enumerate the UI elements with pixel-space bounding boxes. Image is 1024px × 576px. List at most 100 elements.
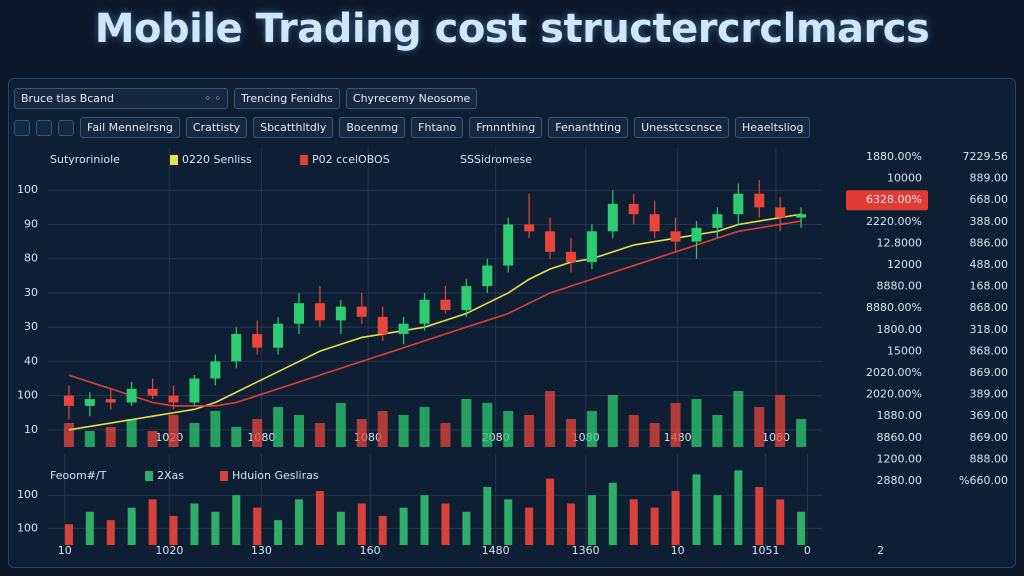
price-label: 7229.56 [963, 150, 1009, 163]
candle-body [398, 323, 409, 335]
volume-bar [607, 395, 618, 447]
volume-bar [524, 415, 535, 447]
volume-bar [754, 407, 765, 447]
x-tick-label: 1360 [572, 544, 600, 557]
volume-bar [483, 486, 492, 545]
candle-body [461, 286, 472, 311]
volume-bar [503, 411, 514, 447]
price-label: 318.00 [970, 323, 1009, 336]
toolbar-button[interactable]: Frnnnthing [469, 117, 543, 138]
volume-bar [314, 423, 325, 447]
x-tick-label: 0 [804, 544, 811, 557]
volume-bar [211, 511, 220, 545]
legend-swatch [145, 471, 153, 481]
volume-bar [232, 495, 241, 545]
page-title: Mobile Trading cost structercrclmarcs [94, 6, 930, 52]
tool-icon[interactable] [14, 119, 30, 136]
volume-bar [169, 515, 178, 545]
search-box[interactable]: Bruce tlas Bcand ◦ ◦ [14, 88, 228, 109]
chart-annotation: SSSidromese [460, 153, 532, 166]
toolbar-button[interactable]: Bocenmg [339, 117, 406, 138]
price-label: 1200.00 [877, 452, 923, 465]
candle-body [126, 388, 137, 403]
volume-bar [84, 431, 95, 447]
price-label: %660.00 [959, 474, 1008, 487]
legend-label: 2Xas [157, 469, 184, 482]
volume-bar [441, 503, 450, 545]
toolbar-button[interactable]: Sbcatthltdly [253, 117, 334, 138]
volume-bar [650, 507, 659, 545]
toolbar-button[interactable]: Heaeltsliog [735, 117, 811, 138]
volume-bar [126, 419, 137, 447]
x-tick-label: 10 [671, 544, 685, 557]
y-tick-label: 80 [24, 252, 38, 265]
toolbar-button[interactable]: Fhtano [411, 117, 464, 138]
candle-body [628, 203, 639, 215]
candle-body [84, 399, 95, 406]
y-tick-label: 30 [24, 286, 38, 299]
volume-bar [315, 491, 324, 545]
candle-body [210, 361, 221, 379]
candle-body [545, 231, 556, 252]
toolbar-button[interactable]: Fenanthting [548, 117, 629, 138]
toolbar-button[interactable]: Fail Mennelrsng [80, 117, 180, 138]
price-label: 389.00 [970, 388, 1009, 401]
volume-bar [692, 474, 701, 545]
volume-bar [712, 415, 723, 447]
y-tick-label: 100 [17, 521, 38, 534]
price-label: 8880.00% [866, 301, 922, 314]
x-tick-label: 1051 [752, 544, 780, 557]
price-label: 886.00 [970, 236, 1009, 249]
volume-bar [587, 495, 596, 545]
volume-bar [127, 507, 136, 545]
tab[interactable]: Trencing Fenidhs [234, 88, 340, 109]
volume-bar [106, 520, 115, 545]
candle-body [733, 193, 744, 215]
volume-bar [504, 499, 513, 545]
price-label: 6328.00% [866, 193, 922, 206]
volume-bar [210, 411, 221, 447]
price-label: 868.00 [970, 344, 1009, 357]
volume-bar [461, 399, 472, 447]
price-label: 889.00 [970, 172, 1009, 185]
volume-bar [420, 495, 429, 545]
candle-body [335, 306, 346, 321]
candle-body [189, 378, 200, 403]
volume-bar [274, 520, 283, 545]
candle-body [712, 214, 723, 228]
y-tick-label: 40 [24, 354, 38, 367]
y-tick-label: 10 [24, 423, 38, 436]
moving-average-line [68, 220, 802, 407]
candle-body [231, 334, 242, 362]
price-label: 869.00 [970, 431, 1009, 444]
volume-bar [189, 423, 200, 447]
volume-bar [482, 403, 493, 447]
candle-body [63, 395, 74, 406]
candle-body [294, 303, 305, 324]
volume-bar [629, 499, 638, 545]
toolbar-button[interactable]: Crattisty [185, 117, 248, 138]
candle-body [607, 203, 618, 232]
tool-icon[interactable] [58, 119, 74, 136]
volume-bar [566, 503, 575, 545]
candle-body [440, 299, 451, 311]
price-label: 8860.00 [877, 431, 923, 444]
tool-icon[interactable] [36, 119, 52, 136]
candle-body [670, 231, 681, 242]
volume-bar [398, 415, 409, 447]
price-label: 1880.00 [877, 409, 923, 422]
x-tick-label: 1480 [482, 544, 510, 557]
candle-body [524, 224, 535, 232]
candle-body [649, 214, 660, 232]
toolbar-button[interactable]: Unesstcscnsce [634, 117, 729, 138]
volume-bar [273, 407, 284, 447]
volume-bar [295, 499, 304, 545]
volume-bar [357, 503, 366, 545]
volume-bar [253, 507, 262, 545]
price-label: 12000 [887, 258, 922, 271]
candle-body [503, 224, 514, 266]
volume-bar [462, 511, 471, 545]
tab[interactable]: Chyrecemy Neosome [345, 88, 478, 109]
candle-body [377, 316, 388, 335]
